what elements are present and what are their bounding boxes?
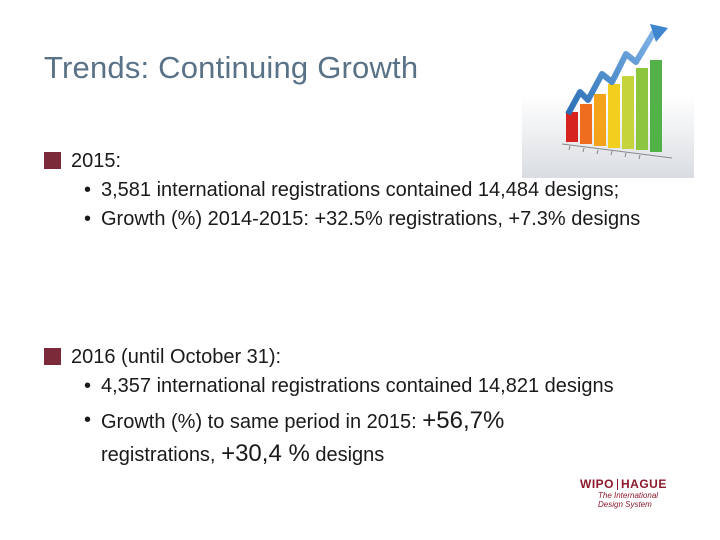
slide-title: Trends: Continuing Growth: [44, 50, 419, 85]
section-2015: 2015: 3,581 international registrations …: [44, 146, 661, 234]
list-item: Growth (%) 2014-2015: +32.5% registratio…: [44, 205, 661, 234]
registrations-growth-value: +56,7%: [422, 407, 505, 434]
wipo-hague-logo: WIPO HAGUE The International Design Syst…: [580, 477, 680, 509]
bullet-square-icon: [44, 348, 61, 365]
growth-text: Growth (%) to same period in 2015:: [101, 411, 423, 433]
growth-text: designs: [309, 444, 385, 466]
section-heading: 2015:: [71, 150, 122, 172]
list-item: 4,357 international registrations contai…: [44, 372, 661, 401]
logo-tagline: The International: [598, 491, 659, 500]
logo-brand-right: HAGUE: [621, 477, 667, 491]
growth-text: registrations,: [101, 444, 222, 466]
designs-growth-value: +30,4 %: [221, 440, 310, 467]
list-item: Growth (%) to same period in 2015: +56,7…: [44, 405, 661, 471]
logo-tagline: Design System: [598, 500, 652, 509]
bullet-square-icon: [44, 152, 61, 169]
section-heading: 2016 (until October 31):: [71, 346, 282, 368]
bars-icon: [566, 60, 662, 152]
arrow-icon: [565, 30, 657, 116]
list-item: 3,581 international registrations contai…: [44, 176, 661, 205]
logo-divider: [617, 478, 618, 490]
logo-brand-left: WIPO: [580, 477, 614, 491]
growth-chart-graphic: [522, 24, 694, 178]
section-2016: 2016 (until October 31): 4,357 internati…: [44, 342, 661, 471]
